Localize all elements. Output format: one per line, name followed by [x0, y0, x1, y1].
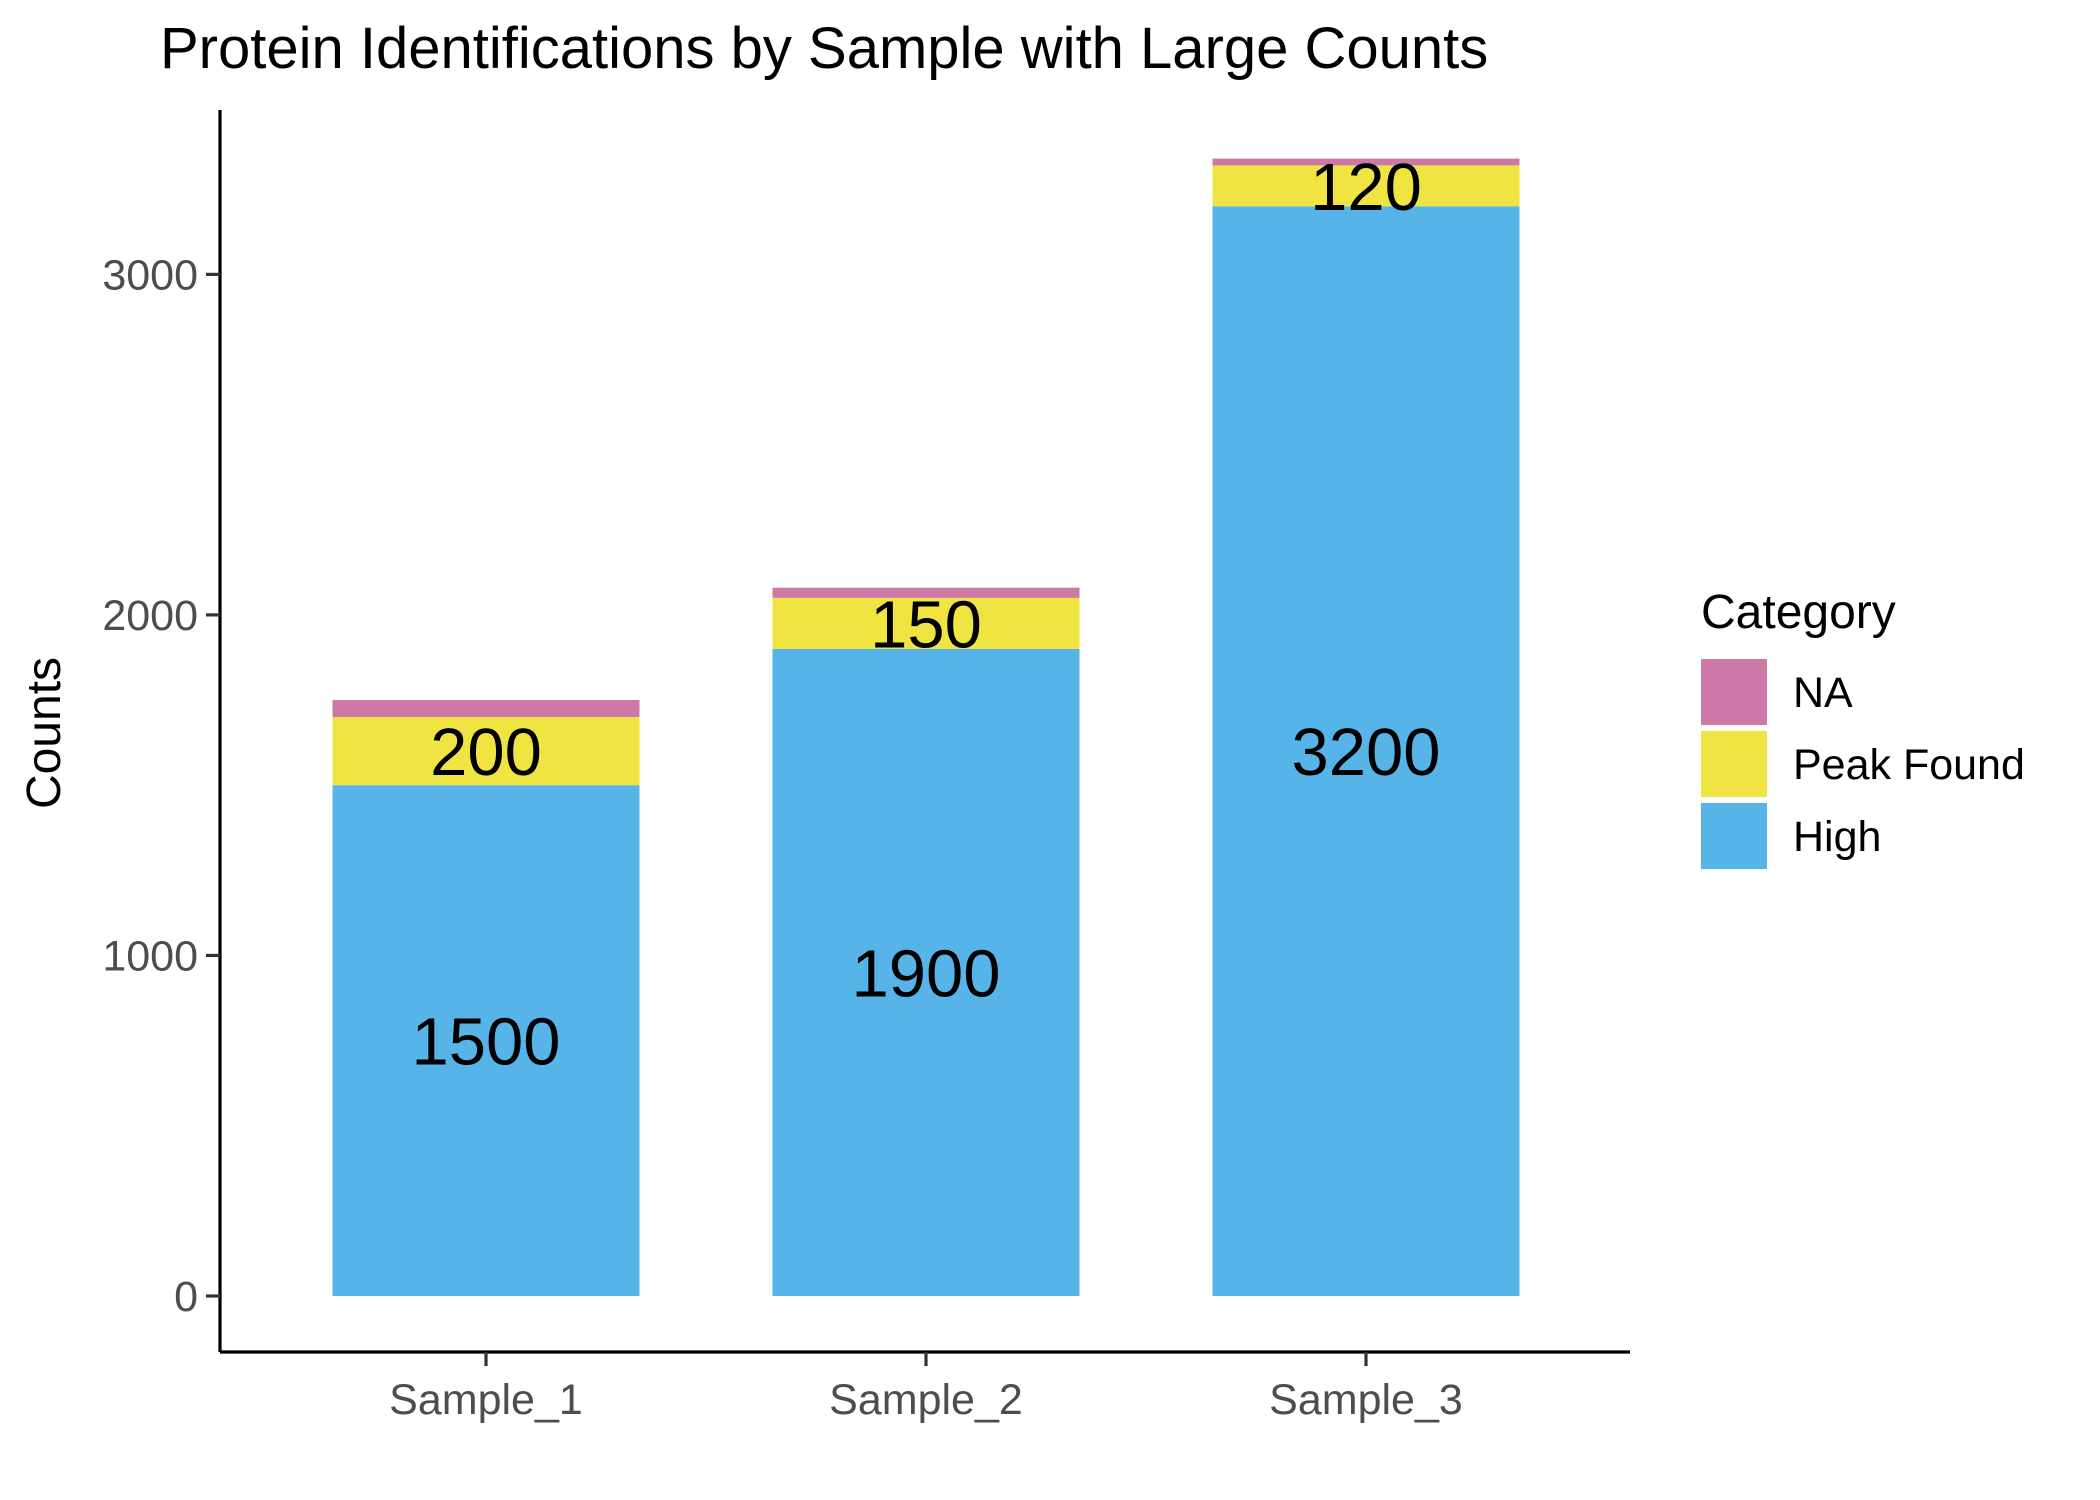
legend-label-peak-found: Peak Found — [1793, 741, 2025, 789]
bar-sample-1-na — [332, 700, 640, 718]
bar-sample-2-high — [772, 648, 1080, 1296]
legend-key-na — [1701, 659, 1767, 725]
bar-sample-3-peak-found — [1212, 165, 1520, 207]
y-tick-label-3000: 3000 — [102, 251, 198, 299]
legend-title: Category — [1701, 586, 1896, 639]
bar-sample-2-na — [772, 587, 1080, 598]
x-tick-label-sample-1: Sample_1 — [389, 1376, 583, 1424]
legend-label-high: High — [1793, 813, 1881, 861]
legend: Category NA Peak Found High — [1701, 586, 2025, 869]
data-label-sample-2-high: 1900 — [851, 936, 1000, 1011]
data-labels-layer: 1500 200 1900 150 3200 120 — [411, 150, 1440, 1080]
legend-key-high — [1701, 803, 1767, 869]
bar-sample-2-peak-found — [772, 597, 1080, 649]
y-tick-label-1000: 1000 — [102, 932, 198, 980]
y-tick-label-0: 0 — [174, 1273, 198, 1321]
x-tick-label-sample-3: Sample_3 — [1269, 1376, 1463, 1424]
data-label-sample-3-high: 3200 — [1291, 715, 1440, 790]
bar-sample-1-peak-found — [332, 717, 640, 786]
bar-sample-1-high — [332, 785, 640, 1296]
x-tick-label-sample-2: Sample_2 — [829, 1376, 1023, 1424]
data-label-sample-1-peak-found: 200 — [430, 715, 542, 790]
bar-sample-3-high — [1212, 206, 1520, 1296]
bars-layer — [332, 158, 1520, 1296]
legend-key-peak-found — [1701, 731, 1767, 797]
y-axis-title: Counts — [18, 657, 71, 809]
legend-label-na: NA — [1793, 669, 1853, 717]
bar-sample-3-na — [1212, 158, 1520, 166]
data-label-sample-3-peak-found: 120 — [1310, 150, 1422, 225]
data-label-sample-1-high: 1500 — [411, 1005, 560, 1080]
axes-layer: 0 1000 2000 3000 Sample_1 Sample_2 Sample_3 — [102, 110, 1630, 1424]
y-tick-label-2000: 2000 — [102, 592, 198, 640]
data-label-sample-2-peak-found: 150 — [870, 587, 982, 662]
chart-title: Protein Identifications by Sample with L… — [160, 16, 1488, 81]
